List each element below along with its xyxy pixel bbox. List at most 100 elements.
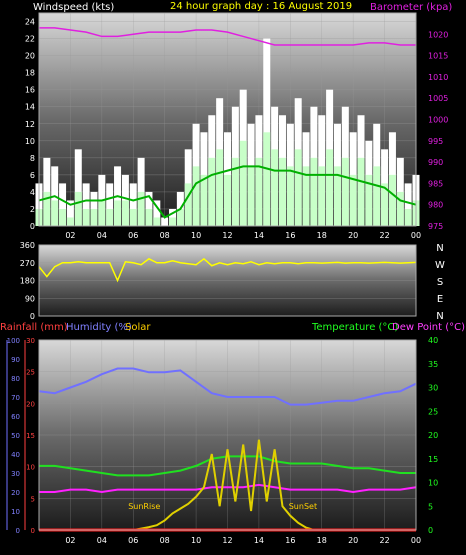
time-tick-label: 18	[317, 536, 327, 545]
panel-frame	[38, 244, 417, 317]
temperature-tick-label: 35	[428, 360, 438, 369]
windspeed-bar	[278, 157, 286, 226]
windspeed-bar	[224, 174, 231, 226]
windspeed-tick-label: 22	[25, 35, 35, 44]
windspeed-bar	[310, 157, 318, 226]
time-tick-label: 04	[97, 231, 107, 240]
windspeed-bar	[396, 191, 404, 226]
gust-bar	[145, 191, 153, 226]
windspeed-bar	[208, 157, 216, 226]
time-tick-label: 06	[128, 536, 138, 545]
rainfall-tick-label: 20	[26, 400, 35, 408]
time-tick-label: 20	[348, 231, 358, 240]
windspeed-tick-label: 2	[30, 205, 35, 214]
rainfall-tick-label: 0	[31, 527, 35, 535]
compass-label: N	[436, 311, 443, 322]
gust-bar	[106, 183, 114, 226]
windspeed-bar	[373, 166, 381, 226]
windspeed-bar	[286, 166, 294, 226]
windspeed-tick-label: 18	[25, 69, 35, 78]
rainfall-tick-label: 25	[26, 369, 35, 377]
humidity-tick-label: 30	[11, 470, 20, 478]
dewpoint-line	[39, 483, 417, 494]
direction-tick-label: 180	[20, 277, 35, 286]
windspeed-bar	[341, 157, 349, 226]
windspeed-bar	[349, 174, 357, 226]
temperature-tick-label: 5	[428, 502, 433, 511]
compass-label: N	[436, 243, 443, 254]
windspeed-bar	[59, 208, 67, 226]
windspeed-bar	[74, 191, 82, 226]
windspeed-bar	[263, 132, 271, 226]
barometer-tick-label: 985	[428, 179, 443, 188]
windspeed-bar	[357, 157, 365, 226]
windspeed-bar	[302, 166, 310, 226]
windspeed-bar	[247, 166, 255, 226]
time-tick-label: 02	[65, 536, 75, 545]
windspeed-bar	[145, 208, 153, 226]
windspeed-bar	[43, 191, 51, 226]
panel-frame	[38, 12, 417, 227]
gust-bar	[59, 183, 67, 226]
windspeed-bar	[326, 149, 334, 226]
windspeed-tick-label: 10	[25, 137, 35, 146]
time-tick-label: 10	[191, 231, 201, 240]
humidity-tick-label: 60	[11, 413, 20, 421]
windspeed-tick-label: 8	[30, 154, 35, 163]
windspeed-bar	[129, 208, 137, 226]
gust-bar	[74, 149, 82, 226]
panel-frame	[38, 339, 417, 531]
humidity-tick-label: 50	[11, 432, 20, 440]
dewpoint-axis-title: Dew Point (°C)	[392, 322, 465, 333]
temperature-tick-label: 0	[428, 526, 433, 535]
barometer-tick-label: 975	[428, 222, 443, 231]
time-tick-label: 18	[317, 231, 327, 240]
time-tick-label: 22	[379, 231, 389, 240]
windspeed-bar	[404, 208, 412, 226]
sunset-label: SunSet	[289, 502, 317, 511]
direction-tick-label: 270	[20, 259, 35, 268]
windspeed-bar	[192, 166, 200, 226]
humidity-tick-label: 70	[11, 394, 20, 402]
humidity-tick-label: 0	[16, 527, 20, 535]
time-tick-label: 16	[285, 231, 295, 240]
time-tick-label: 04	[97, 536, 107, 545]
windspeed-bar	[318, 166, 326, 226]
direction-tick-label: 90	[25, 294, 35, 303]
time-tick-label: 14	[254, 231, 264, 240]
windspeed-bar	[255, 157, 263, 226]
gust-bar	[404, 183, 412, 226]
time-tick-label: 10	[191, 536, 201, 545]
humidity-tick-label: 20	[11, 489, 20, 497]
barometer-line	[39, 27, 416, 46]
windspeed-bar	[66, 217, 74, 226]
windspeed-bar	[51, 200, 59, 226]
windspeed-bar	[271, 149, 279, 226]
barometer-tick-label: 1015	[428, 52, 448, 61]
direction-tick-label: 360	[20, 241, 35, 250]
time-tick-label: 12	[222, 231, 232, 240]
windspeed-tick-label: 24	[25, 18, 35, 27]
rainfall-tick-label: 10	[26, 464, 35, 472]
barometer-tick-label: 1010	[428, 73, 448, 82]
temperature-tick-label: 20	[428, 431, 438, 440]
windspeed-bar	[216, 149, 224, 226]
humidity-line	[38, 367, 417, 406]
windspeed-tick-label: 14	[25, 103, 35, 112]
windspeed-bar	[333, 166, 341, 226]
gust-bar	[153, 200, 161, 226]
barometer-tick-label: 980	[428, 201, 443, 210]
humidity-tick-label: 90	[11, 356, 20, 364]
compass-label: E	[437, 294, 443, 305]
windspeed-axis-title: Windspeed (kts)	[33, 2, 114, 13]
humidity-tick-label: 10	[11, 508, 20, 516]
windspeed-tick-label: 0	[30, 222, 35, 231]
time-tick-label: 00	[411, 536, 421, 545]
gust-bar	[66, 200, 74, 226]
compass-label: S	[437, 277, 443, 288]
rainfall-tick-label: 30	[26, 337, 35, 345]
windspeed-bar	[121, 200, 129, 226]
time-tick-label: 06	[128, 231, 138, 240]
windspeed-bar	[114, 200, 122, 226]
